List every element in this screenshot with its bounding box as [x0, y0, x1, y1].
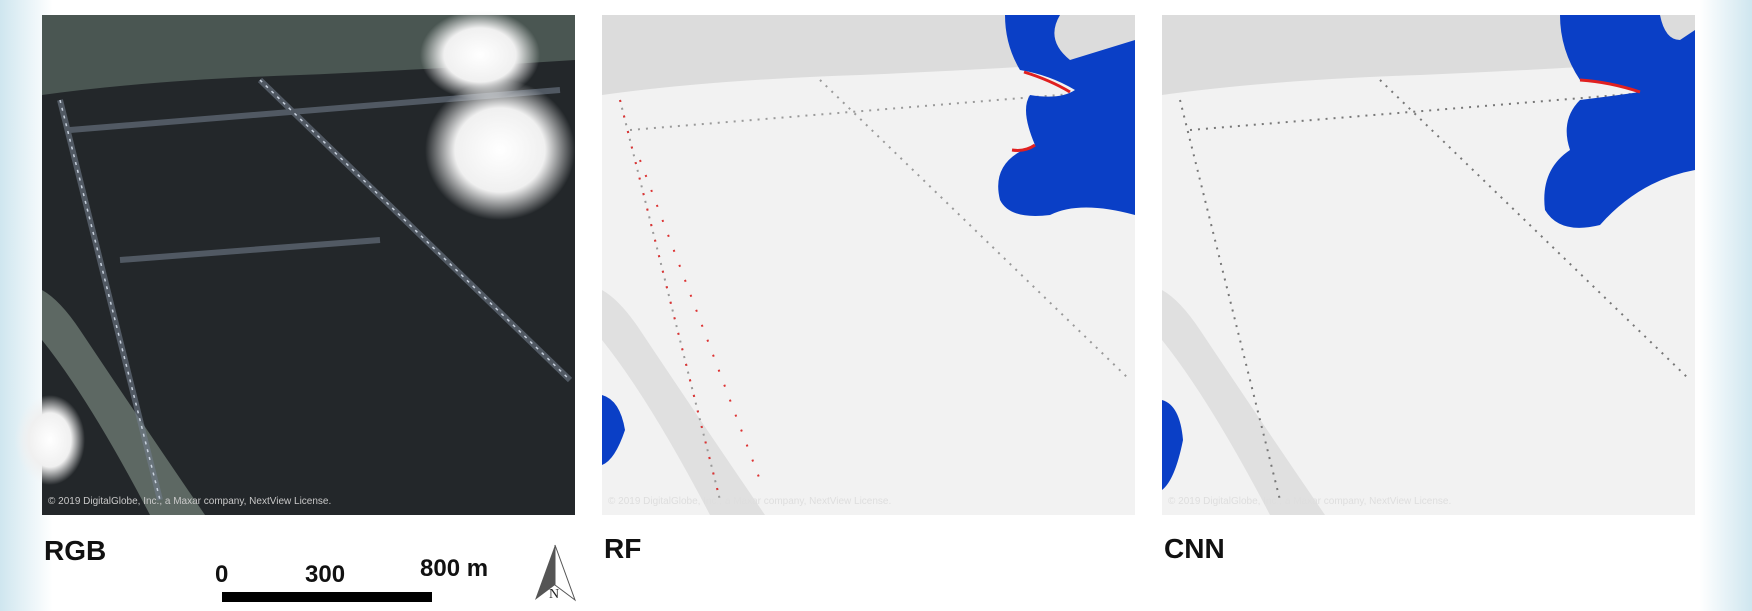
page: {"panels": [ {"label": "RGB", "credit": … [0, 0, 1752, 611]
north-label: N [549, 587, 559, 602]
scale-label: 0 [215, 561, 228, 588]
panel-label: RGB [44, 535, 106, 566]
rf-panel: © 2019 DigitalGlobe, Inc., a Maxar compa… [602, 15, 1135, 515]
image-credit: © 2019 DigitalGlobe, Inc., a Maxar compa… [48, 496, 331, 507]
panel-label: CNN [1164, 533, 1225, 564]
cnn-panel: © 2019 DigitalGlobe, Inc., a Maxar compa… [1162, 15, 1695, 515]
scale-label: 300 [305, 561, 345, 588]
image-credit: © 2019 DigitalGlobe, Inc., a Maxar compa… [608, 496, 891, 507]
rgb-panel: © 2019 DigitalGlobe, Inc., a Maxar compa… [15, 10, 575, 515]
panel-label: RF [604, 533, 641, 564]
scale-label: 800 m [420, 555, 488, 582]
image-credit: © 2019 DigitalGlobe, Inc., a Maxar compa… [1168, 496, 1451, 507]
figure: © 2019 DigitalGlobe, Inc., a Maxar compa… [0, 0, 1752, 611]
scale-bar-bar [222, 592, 432, 602]
